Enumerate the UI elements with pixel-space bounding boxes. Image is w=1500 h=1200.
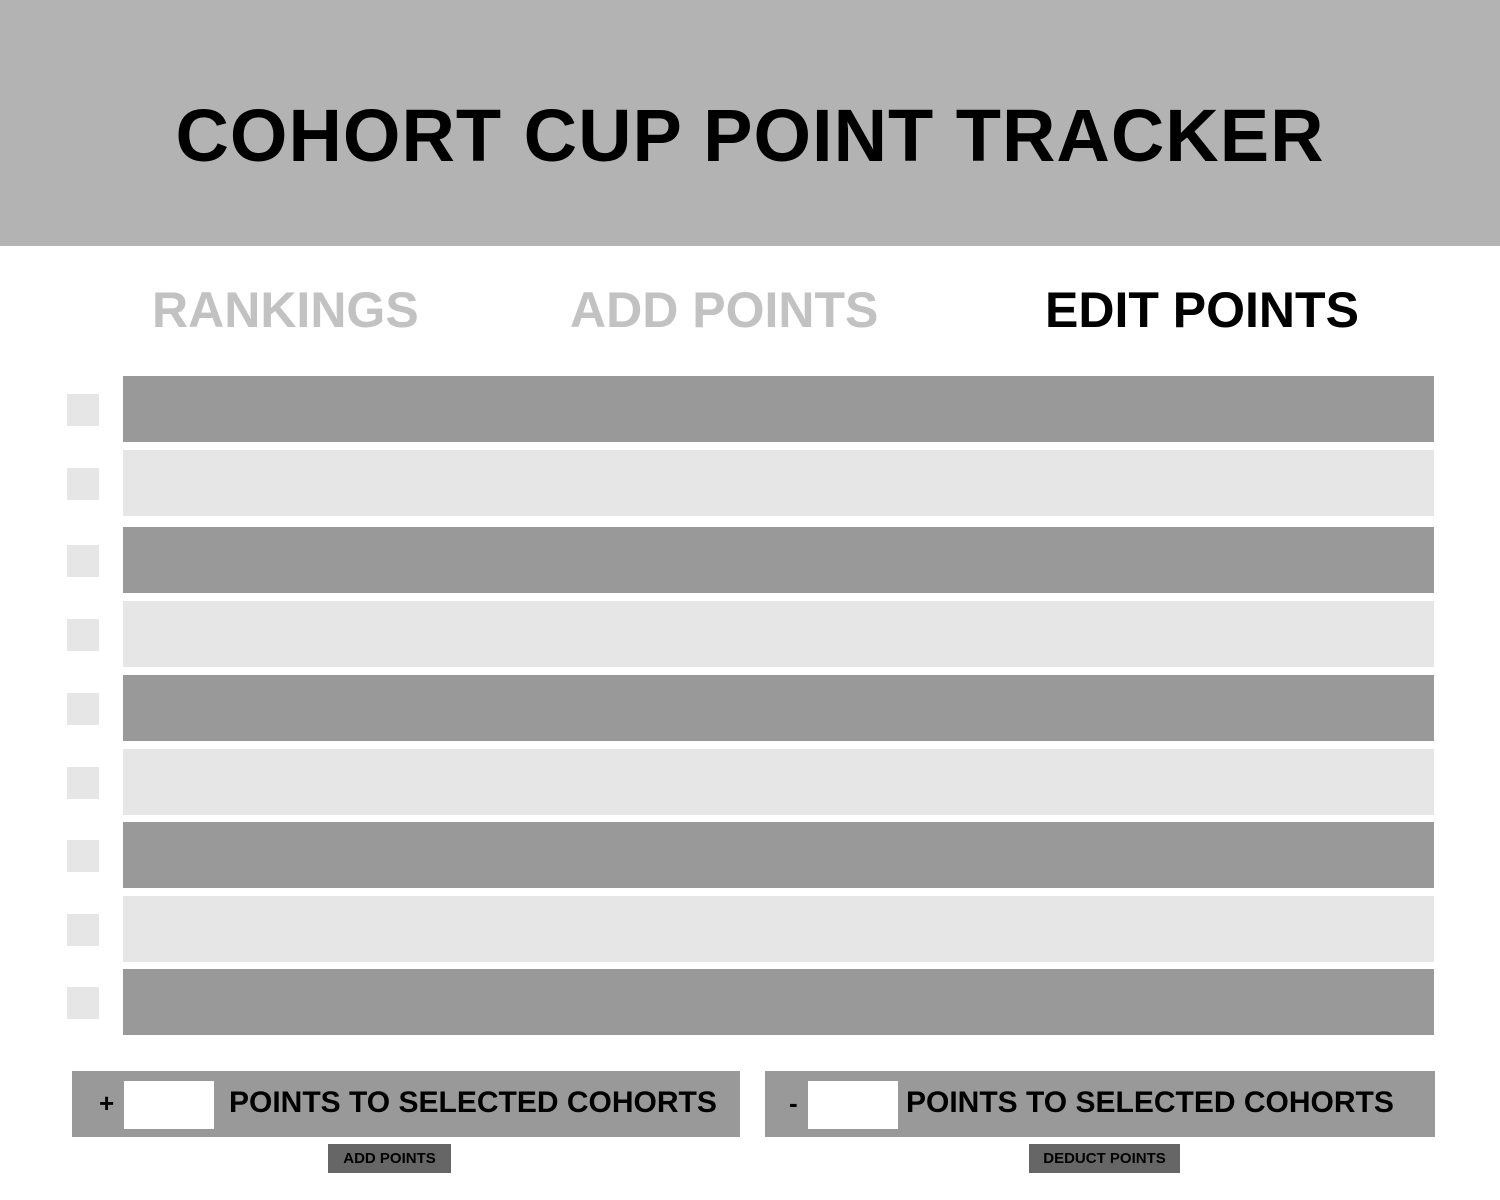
add-points-input[interactable] <box>124 1081 214 1129</box>
add-points-button[interactable]: ADD POINTS <box>328 1144 451 1173</box>
cohort-row <box>0 749 1500 815</box>
cohort-row <box>0 969 1500 1035</box>
cohort-checkbox[interactable] <box>67 394 99 426</box>
tab-edit-points[interactable]: EDIT POINTS <box>1045 282 1359 338</box>
cohort-row-bar[interactable] <box>123 675 1434 741</box>
add-points-label: POINTS TO SELECTED COHORTS <box>229 1086 717 1119</box>
cohort-row <box>0 527 1500 593</box>
tab-add-points[interactable]: ADD POINTS <box>570 282 879 338</box>
cohort-row-bar[interactable] <box>123 527 1434 593</box>
plus-sign: + <box>99 1088 115 1118</box>
page-title: COHORT CUP POINT TRACKER <box>175 94 1325 177</box>
cohort-row-bar[interactable] <box>123 601 1434 667</box>
cohort-checkbox[interactable] <box>67 468 99 500</box>
tab-rankings[interactable]: RANKINGS <box>152 282 419 338</box>
minus-sign: - <box>789 1088 798 1118</box>
cohort-row-bar[interactable] <box>123 822 1434 888</box>
cohort-row <box>0 601 1500 667</box>
cohort-row-bar[interactable] <box>123 749 1434 815</box>
deduct-points-label: POINTS TO SELECTED COHORTS <box>906 1086 1394 1119</box>
header-banner: COHORT CUP POINT TRACKER <box>0 0 1500 246</box>
add-points-panel: + POINTS TO SELECTED COHORTS <box>72 1071 740 1137</box>
deduct-points-panel: - POINTS TO SELECTED COHORTS <box>765 1071 1435 1137</box>
cohort-row <box>0 822 1500 888</box>
cohort-row-bar[interactable] <box>123 969 1434 1035</box>
cohort-row-bar[interactable] <box>123 450 1434 516</box>
cohort-checkbox[interactable] <box>67 987 99 1019</box>
deduct-points-input[interactable] <box>808 1081 898 1129</box>
deduct-points-button[interactable]: DEDUCT POINTS <box>1029 1144 1180 1173</box>
cohort-row <box>0 376 1500 442</box>
cohort-row-bar[interactable] <box>123 896 1434 962</box>
cohort-row <box>0 896 1500 962</box>
cohort-checkbox[interactable] <box>67 619 99 651</box>
cohort-checkbox[interactable] <box>67 545 99 577</box>
cohort-checkbox[interactable] <box>67 767 99 799</box>
cohort-row <box>0 450 1500 516</box>
cohort-checkbox[interactable] <box>67 693 99 725</box>
cohort-checkbox[interactable] <box>67 914 99 946</box>
cohort-checkbox[interactable] <box>67 840 99 872</box>
cohort-row <box>0 675 1500 741</box>
cohort-row-bar[interactable] <box>123 376 1434 442</box>
